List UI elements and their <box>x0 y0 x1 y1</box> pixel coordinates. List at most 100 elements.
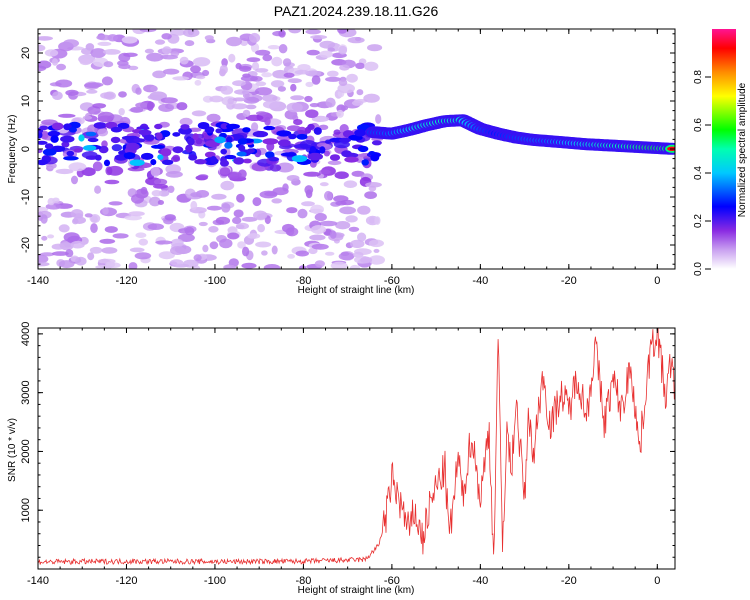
spectrogram-band-cell <box>288 133 297 140</box>
spectrogram-noise-cell <box>286 125 301 132</box>
snr-series-line <box>38 328 675 566</box>
spectrogram-band-cell <box>313 127 322 135</box>
spectrogram-band-cell <box>66 150 75 157</box>
spectrogram-noise-cell <box>92 103 107 109</box>
spectrogram-band-cell <box>157 154 164 160</box>
spectrogram-noise-cell <box>304 95 313 103</box>
spectrogram-noise-cell <box>249 32 261 43</box>
spectrogram-band-cell <box>125 142 140 151</box>
spectrogram-noise-cell <box>72 218 79 225</box>
spectrogram-band-cell <box>371 140 382 146</box>
spectrogram-noise-cell <box>45 203 62 210</box>
spectrogram-noise-cell <box>309 234 326 241</box>
spectrogram-noise-cell <box>219 64 228 75</box>
spectrogram-noise-cell <box>241 262 257 269</box>
spectrogram-noise-cell <box>327 47 336 52</box>
spectrogram-noise-cell <box>150 167 161 177</box>
spectrogram-noise-cell <box>123 52 138 57</box>
x-tick-label: -40 <box>472 275 488 287</box>
spectrogram-noise-cell <box>154 178 168 186</box>
spectrogram-noise-cell <box>259 190 278 199</box>
spectrogram-noise-cell <box>264 116 271 126</box>
colorbar-tick-label: 0.4 <box>693 166 704 180</box>
spectrogram-noise-cell <box>104 226 118 233</box>
spectrogram-noise-cell <box>364 61 379 71</box>
spectrogram-noise-cell <box>223 264 236 269</box>
spectrogram-noise-cell <box>350 239 365 249</box>
spectrogram-noise-cell <box>160 97 178 104</box>
spectrogram-noise-cell <box>179 56 189 65</box>
spectrogram-band-cell <box>94 154 102 161</box>
spectrogram-noise-cell <box>103 61 114 68</box>
spectrogram-noise-cell <box>161 33 172 40</box>
spectrogram-noise-cell <box>118 63 131 70</box>
spectrogram-noise-cell <box>255 81 267 87</box>
spectrogram-band-cell <box>51 122 64 130</box>
spectrogram-noise-cell <box>319 182 329 187</box>
spectrogram-band-cell <box>47 130 61 137</box>
spectrogram-noise-cell <box>158 190 170 197</box>
spectrogram-band-cell <box>50 135 59 143</box>
spectrogram-noise-cell <box>138 238 148 246</box>
spectrogram-noise-cell <box>162 46 172 55</box>
spectrogram-noise-cell <box>58 224 70 233</box>
spectrogram-band-cell <box>38 159 48 166</box>
spectrogram-band-cell <box>178 127 193 135</box>
spectrogram-band-cell <box>93 122 107 129</box>
spectrogram-noise-cell <box>150 85 158 92</box>
spectrogram-noise-cell <box>47 234 55 239</box>
spectrogram-noise-cell <box>194 79 202 86</box>
spectrogram-noise-cell <box>158 103 175 113</box>
x-tick-label: -60 <box>384 575 400 587</box>
spectrogram-noise-cell <box>339 206 356 215</box>
spectrogram-band-cell <box>78 134 85 142</box>
spectrogram-noise-cell <box>220 180 235 191</box>
spectrogram-noise-cell <box>221 203 231 213</box>
spectrogram-noise-cell <box>235 222 249 230</box>
x-tick-label: -100 <box>204 575 226 587</box>
spectrogram-band-cell <box>39 125 49 131</box>
spectrogram-noise-cell <box>172 154 181 162</box>
spectrogram-noise-cell <box>335 221 351 230</box>
spectrogram-band-cell <box>197 122 210 130</box>
spectrogram-noise-cell <box>262 54 273 62</box>
spectrogram-noise-cell <box>286 102 303 113</box>
spectrogram-band-cell <box>192 133 199 141</box>
spectrogram-noise-cell <box>219 167 231 177</box>
spectrogram-noise-cell <box>285 227 299 237</box>
spectrogram-band-cell <box>103 159 111 167</box>
spectrogram-band-cell <box>121 135 134 140</box>
spectrogram-band-cell <box>242 127 251 133</box>
spectrogram-noise-cell <box>146 52 164 62</box>
spectrogram-noise-cell <box>204 35 214 41</box>
spectrogram-noise-cell <box>297 208 308 219</box>
spectrogram-noise-cell <box>330 261 348 269</box>
spectrogram-noise-cell <box>246 57 261 63</box>
spectrogram-noise-cell <box>368 239 384 248</box>
spectrogram-noise-cell <box>111 144 123 152</box>
spectrogram-band-cell <box>226 123 240 130</box>
spectrogram-noise-cell <box>340 199 355 206</box>
spectrogram-noise-cell <box>58 113 76 118</box>
spectrogram-noise-cell <box>255 87 273 96</box>
spectrogram-noise-cell <box>293 143 312 149</box>
spectrogram-band-cell <box>42 148 57 156</box>
spectrogram-noise-cell <box>255 111 267 116</box>
spectrogram-noise-cell <box>346 73 358 83</box>
spectrogram-noise-cell <box>311 115 330 122</box>
spectrogram-noise-cell <box>318 124 329 130</box>
spectrogram-noise-cell <box>327 160 342 166</box>
spectrogram-band-cell <box>60 135 75 143</box>
spectrogram-band-cell <box>83 145 97 151</box>
spectrogram-noise-cell <box>286 175 300 182</box>
spectrogram-noise-cell <box>90 48 106 58</box>
spectrogram-band-cell <box>129 159 145 166</box>
spectrogram-band-cell <box>357 145 369 153</box>
spectrogram-band-cell <box>307 123 315 130</box>
bottom-x-axis-label: Height of straight line (km) <box>298 585 415 596</box>
spectrogram-noise-cell <box>329 230 337 239</box>
top-y-axis-ticks: -20 -10 0 10 20 <box>20 33 675 265</box>
spectrogram-noise-cell <box>232 80 246 87</box>
spectrogram-noise-cell <box>242 246 250 257</box>
